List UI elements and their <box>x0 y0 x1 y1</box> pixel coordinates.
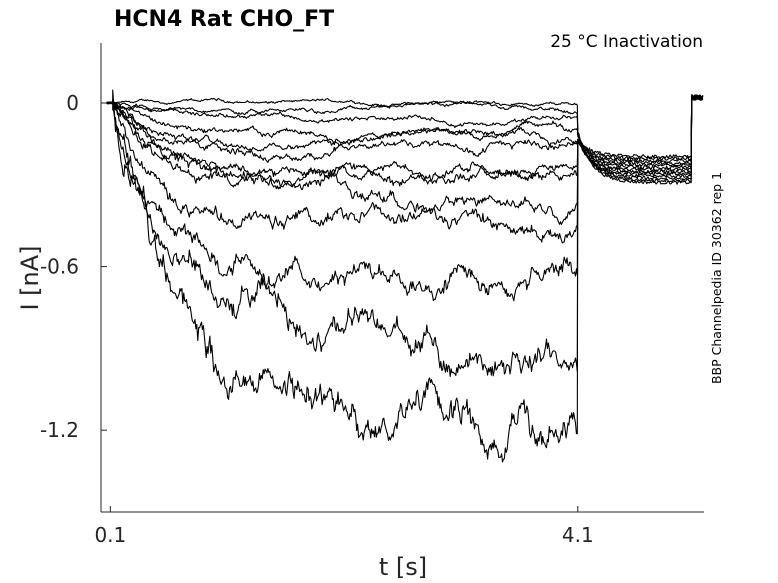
current-trace-10 <box>106 94 704 244</box>
y-tick-label: 0 <box>66 91 79 115</box>
current-trace-8 <box>106 94 704 187</box>
plot-axes <box>100 43 704 513</box>
current-traces <box>106 89 704 463</box>
current-trace-5 <box>106 94 704 176</box>
tick-labels: 0 -0.6 -1.2 0.1 4.1 <box>40 91 594 547</box>
x-tick-label: 0.1 <box>94 523 126 547</box>
y-tick-label: -0.6 <box>40 255 79 279</box>
y-axis-label: I [nA] <box>16 245 44 310</box>
chart-subtitle: 25 °C Inactivation <box>550 32 703 52</box>
current-trace-13 <box>106 89 703 463</box>
axis-ticks <box>101 102 579 512</box>
x-axis-label: t [s] <box>379 553 427 581</box>
dataset-id-note: BBP Channelpedia ID 30362 rep 1 <box>709 172 724 384</box>
chart-title: HCN4 Rat CHO_FT <box>114 7 334 32</box>
y-tick-label: -1.2 <box>40 418 79 442</box>
current-trace-11 <box>106 94 704 302</box>
x-tick-label: 4.1 <box>562 523 594 547</box>
current-trace-6 <box>106 94 704 174</box>
